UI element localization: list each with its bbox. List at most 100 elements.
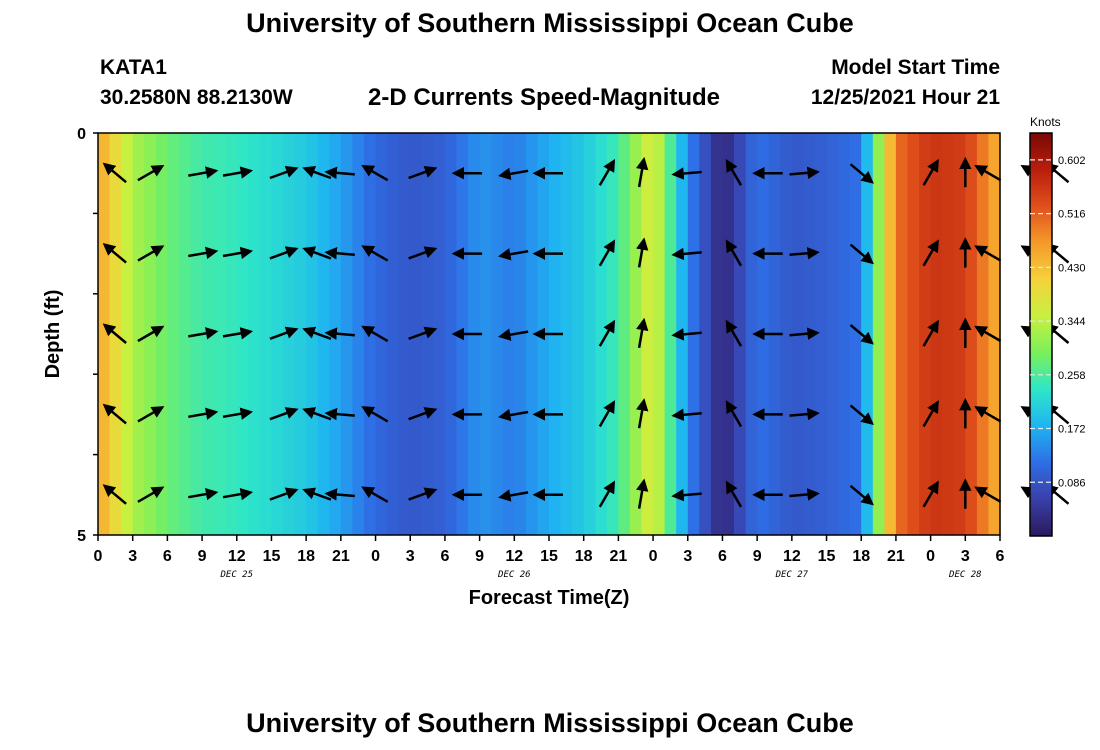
- current-vectors: [102, 156, 1070, 509]
- x-tick-label: 18: [575, 548, 593, 565]
- speed-cell: [410, 133, 423, 535]
- current-vector: [671, 488, 702, 502]
- current-vector: [598, 400, 616, 428]
- speed-cell: [872, 133, 885, 535]
- colorbar-tick-label: 0.086: [1058, 477, 1086, 489]
- date-label: DEC 27: [775, 570, 809, 580]
- speed-cell: [155, 133, 168, 535]
- current-vector: [137, 164, 165, 182]
- x-tick-label: 9: [475, 548, 484, 565]
- current-vector: [849, 243, 874, 265]
- speed-cell: [699, 133, 712, 535]
- speed-cell: [248, 133, 261, 535]
- speed-cell: [259, 133, 273, 535]
- speed-cell: [780, 133, 793, 535]
- current-vector: [671, 247, 702, 261]
- current-vector: [598, 239, 616, 267]
- current-vector: [222, 407, 254, 420]
- current-vector: [974, 486, 1002, 503]
- current-vector: [725, 480, 743, 508]
- current-vector: [102, 403, 127, 425]
- current-vector: [408, 246, 438, 260]
- speed-cell: [826, 133, 839, 535]
- speed-cell: [433, 133, 446, 535]
- speed-cell: [653, 133, 666, 535]
- current-vector: [922, 158, 939, 186]
- current-vector: [188, 327, 219, 340]
- current-vector: [222, 487, 254, 501]
- current-vector: [498, 248, 529, 261]
- current-vector: [269, 165, 299, 180]
- current-vector: [102, 242, 127, 264]
- speed-cell: [294, 133, 307, 535]
- speed-cell: [930, 133, 943, 535]
- y-axis: 05: [77, 126, 98, 545]
- current-vector: [498, 328, 529, 341]
- current-vector: [789, 327, 820, 340]
- x-tick-label: 21: [887, 548, 905, 565]
- page-title: University of Southern Mississippi Ocean…: [246, 8, 854, 38]
- current-vector: [498, 489, 529, 502]
- x-tick-label: 18: [297, 548, 315, 565]
- date-label: DEC 26: [497, 570, 531, 580]
- speed-cell: [271, 133, 284, 535]
- speed-cell: [178, 133, 192, 535]
- current-vector: [222, 166, 254, 179]
- current-vector: [636, 317, 649, 349]
- current-vector: [361, 406, 389, 423]
- current-vector: [361, 245, 389, 262]
- station-coords: 30.2580N 88.2130W: [100, 86, 293, 109]
- x-tick-label: 6: [163, 548, 172, 565]
- current-vector: [789, 488, 820, 501]
- speed-cell: [98, 133, 111, 535]
- x-tick-label: 3: [683, 548, 692, 565]
- speed-cell: [907, 133, 920, 535]
- colorbar: Knots 0.602 0.516 0.430 0.344 0.258 0.172 0.08…: [1029, 115, 1086, 537]
- x-tick-label: 9: [198, 548, 207, 565]
- speed-cell: [641, 133, 654, 535]
- x-tick-label: 21: [332, 548, 350, 565]
- speed-cell: [895, 133, 909, 535]
- speed-cell: [583, 133, 596, 535]
- speed-cell: [352, 133, 365, 535]
- x-tick-label: 15: [818, 548, 836, 565]
- colorbar-tick-label: 0.172: [1058, 424, 1086, 436]
- current-vector: [922, 480, 939, 508]
- x-tick-label: 15: [263, 548, 281, 565]
- date-label: DEC 25: [220, 570, 254, 580]
- current-vector: [725, 239, 743, 267]
- x-tick-label: 6: [718, 548, 727, 565]
- x-tick-label: 3: [128, 548, 137, 565]
- date-label: DEC 28: [948, 570, 982, 580]
- current-vector: [269, 487, 299, 501]
- y-tick-label: 5: [77, 528, 86, 545]
- speed-cell: [629, 133, 643, 535]
- speed-cell: [815, 133, 828, 535]
- current-vector: [636, 237, 649, 268]
- speed-cell: [398, 133, 411, 535]
- speed-cell: [722, 133, 735, 535]
- speed-cell: [734, 133, 747, 535]
- current-vector: [849, 324, 874, 345]
- model-start-label: Model Start Time: [831, 56, 1000, 79]
- x-tick-label: 0: [649, 548, 658, 565]
- current-vector: [974, 245, 1002, 262]
- current-vector: [102, 484, 127, 505]
- current-vector: [636, 478, 649, 509]
- current-vector: [102, 162, 127, 184]
- current-vector: [974, 406, 1002, 423]
- speed-cell: [595, 133, 608, 535]
- x-tick-label: 21: [609, 548, 627, 565]
- current-vector: [671, 408, 702, 421]
- speed-cell: [745, 133, 758, 535]
- speed-cell: [618, 133, 631, 535]
- current-vector: [725, 158, 743, 186]
- x-tick-label: 6: [996, 548, 1005, 565]
- x-tick-label: 12: [505, 548, 523, 565]
- speed-cell: [572, 133, 585, 535]
- current-vector: [222, 246, 254, 260]
- colorbar-tick-label: 0.258: [1058, 370, 1086, 382]
- colorbar-tick-label: 0.430: [1058, 262, 1086, 274]
- current-vector: [408, 487, 438, 501]
- current-vector: [974, 325, 1002, 343]
